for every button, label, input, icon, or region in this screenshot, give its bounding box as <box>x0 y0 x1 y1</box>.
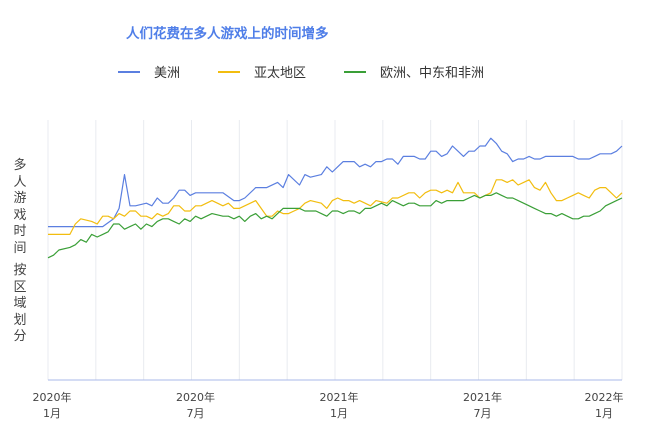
legend-label-americas: 美洲 <box>154 66 181 81</box>
legend-item-emea[interactable]: 欧洲、中东和非洲 <box>344 62 484 81</box>
legend: 美洲 亚太地区 欧洲、中东和非洲 <box>118 62 522 81</box>
y-axis-label-char: 人 <box>13 174 27 190</box>
series-lines <box>47 137 623 259</box>
x-tick-label-line: 2020年 <box>33 390 72 404</box>
series-line-apac <box>48 179 623 235</box>
legend-swatch-americas <box>118 70 140 73</box>
y-axis-label-line-1: 多人游戏时间 <box>8 158 32 257</box>
x-tick-label-line: 2020年 <box>176 390 215 404</box>
x-tick-label-line: 7月 <box>187 407 205 420</box>
y-axis-label-line-2: 按区域划分 <box>8 263 32 346</box>
x-tick-label-line: 2021年 <box>463 390 502 404</box>
legend-swatch-emea <box>344 70 367 73</box>
legend-item-americas[interactable]: 美洲 <box>118 62 180 81</box>
y-axis-label-char: 间 <box>13 240 27 256</box>
y-axis-label-char: 游 <box>13 191 27 206</box>
y-axis-label-char: 划 <box>13 312 27 328</box>
x-tick-label: 2020年 1月 <box>33 390 72 420</box>
legend-label-emea: 欧洲、中东和非洲 <box>380 66 485 81</box>
legend-item-apac[interactable]: 亚太地区 <box>218 62 306 81</box>
x-tick-label-line: 1月 <box>595 407 613 420</box>
y-axis-label-char: 戏 <box>13 207 27 223</box>
chart-title: 人们花费在多人游戏上的时间增多 <box>126 26 329 42</box>
series-line-americas <box>48 137 623 228</box>
y-axis-label-char: 多 <box>13 158 27 173</box>
x-tick-label-line: 2022年 <box>585 390 624 404</box>
legend-swatch-apac <box>218 70 241 73</box>
x-tick-label-line: 1月 <box>330 407 348 420</box>
x-tick-label-line: 1月 <box>43 407 61 420</box>
y-axis-label-char: 按 <box>13 263 27 278</box>
y-axis-label-char: 时 <box>13 224 27 239</box>
y-axis-label-char: 区 <box>13 279 27 295</box>
legend-label-apac: 亚太地区 <box>254 66 307 81</box>
x-tick-label: 2021年 7月 <box>463 390 502 420</box>
series-line-emea <box>47 192 623 259</box>
grid <box>47 120 623 380</box>
x-tick-label-line: 2021年 <box>320 390 359 404</box>
x-tick-label: 2020年 7月 <box>176 390 215 420</box>
y-axis-label-char: 分 <box>13 329 27 344</box>
y-axis-label-char: 域 <box>13 296 27 311</box>
x-tick-label: 2022年 1月 <box>585 390 624 420</box>
x-axis: 2020年 1月 2020年 7月 2021年 1月 2021年 7月 2022年 1月 <box>33 379 624 420</box>
x-tick-label: 2021年 1月 <box>320 390 359 420</box>
x-tick-label-line: 7月 <box>474 407 492 420</box>
y-axis-label: 多人游戏时间 按区域划分 <box>8 158 32 352</box>
